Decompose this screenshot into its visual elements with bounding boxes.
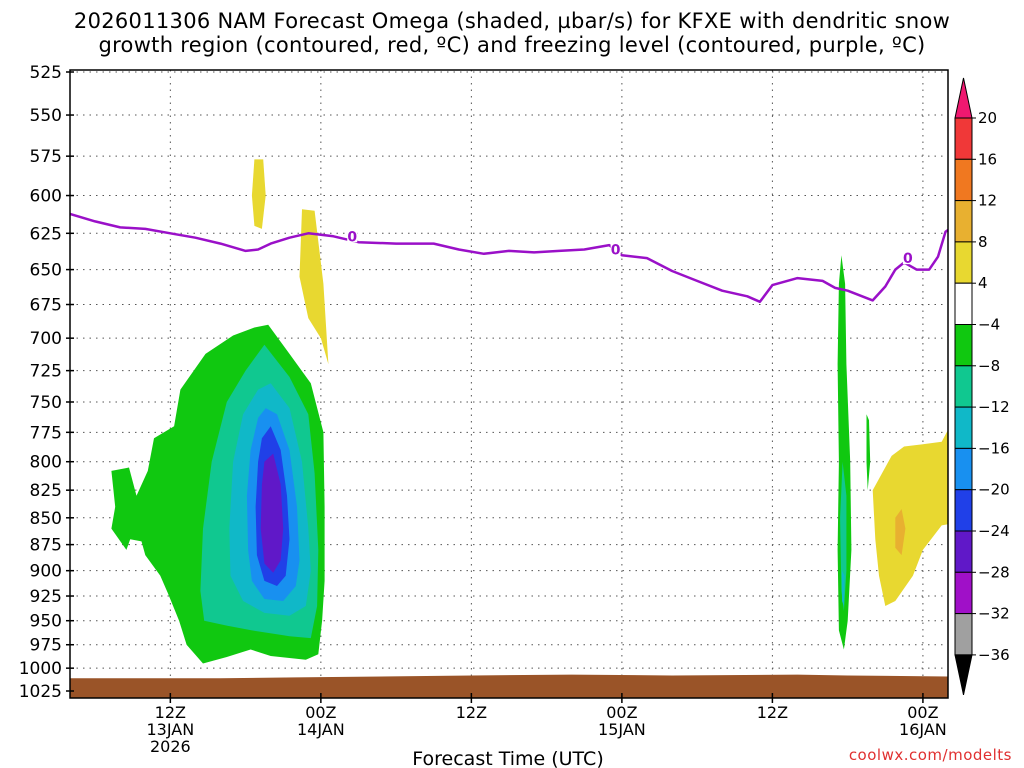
y-tick-label: 525 (30, 63, 62, 83)
freezing-level-label: 0 (903, 251, 913, 267)
colorbar-swatch (954, 282, 973, 326)
colorbar-swatch (954, 530, 973, 573)
colorbar-label: 12 (978, 192, 997, 210)
x-tick-label: 00Z (907, 703, 938, 722)
y-tick-label: 625 (30, 224, 62, 244)
omega-region (895, 509, 906, 556)
colorbar-swatch (954, 654, 973, 696)
colorbar-label: −32 (978, 605, 1010, 623)
colorbar-swatch (954, 158, 973, 202)
colorbar-label: −16 (978, 439, 1010, 457)
freezing-level-label: 0 (347, 229, 357, 245)
freezing-label-bg (902, 250, 913, 265)
ground-terrain (70, 674, 948, 698)
omega-region (842, 570, 845, 606)
omega-region (260, 453, 284, 573)
freezing-label-bg (347, 228, 358, 243)
colorbar-swatch (954, 571, 973, 615)
colorbar-swatch (954, 489, 973, 532)
colorbar-label: −20 (978, 481, 1010, 499)
colorbar-swatch (954, 447, 973, 491)
colorbar-label: −24 (978, 522, 1010, 540)
omega-region (299, 209, 329, 365)
y-tick-label: 775 (30, 423, 62, 443)
colorbar-swatch (954, 406, 973, 449)
freezing-level-label: 0 (611, 242, 621, 258)
y-tick-label: 575 (30, 147, 62, 167)
x-tick-label: 12Z (757, 703, 788, 722)
y-tick-label: 825 (30, 481, 62, 501)
colorbar-label: −4 (978, 316, 1000, 334)
omega-shading (111, 159, 948, 664)
y-tick-label: 850 (30, 509, 62, 529)
plot-frame (69, 69, 949, 699)
y-tick-label: 1000 (19, 659, 62, 679)
colorbar-swatch (954, 324, 973, 367)
chart-title-line-2: growth region (contoured, red, ºC) and f… (98, 33, 926, 57)
y-tick-label: 950 (30, 612, 62, 632)
x-axis-title: Forecast Time (UTC) (412, 748, 603, 768)
x-tick-label: 00Z (606, 703, 637, 722)
x-tick-label: 13JAN (146, 720, 194, 739)
y-tick-label: 600 (30, 187, 62, 207)
y-tick-label: 725 (30, 362, 62, 382)
y-tick-label: 975 (30, 636, 62, 656)
colorbar-label: 20 (978, 109, 997, 127)
omega-region (251, 159, 266, 229)
credit-text: coolwx.com/modelts (848, 746, 1012, 764)
colorbar-swatch (954, 241, 973, 284)
y-tick-label: 675 (30, 296, 62, 316)
colorbar-swatch (954, 117, 973, 160)
chart-title-line-1: 2026011306 NAM Forecast Omega (shaded, µ… (73, 9, 951, 33)
colorbar-label: 8 (978, 233, 988, 251)
x-tick-label: 14JAN (297, 720, 345, 739)
colorbar-swatch (954, 77, 973, 119)
colorbar-swatch (954, 200, 973, 243)
ground-fill (70, 674, 948, 698)
colorbar-label: 16 (978, 150, 997, 168)
y-tick-label: 925 (30, 587, 62, 607)
y-tick-label: 550 (30, 106, 62, 126)
x-tick-label: 00Z (305, 703, 336, 722)
colorbar-label: −12 (978, 398, 1010, 416)
colorbar: 20 16 12 8 4 −4 −8 −12 −16 −20 −24 −28 −32 −36 (954, 77, 1010, 696)
omega-region (872, 429, 948, 606)
omega-region (866, 414, 871, 491)
omega-region (840, 461, 847, 611)
colorbar-swatch (954, 613, 973, 656)
freezing-level-line (70, 212, 948, 304)
freezing-level: 0 0 0 (70, 212, 948, 304)
freezing-label-bg (610, 241, 621, 256)
y-tick-label: 750 (30, 393, 62, 413)
y-tick-label: 875 (30, 536, 62, 556)
x-tick-label: 16JAN (899, 720, 947, 739)
y-tick-label: 700 (30, 329, 62, 349)
colorbar-label: −8 (978, 357, 1000, 375)
y-tick-label: 650 (30, 261, 62, 281)
y-tick-label: 1025 (19, 682, 62, 702)
colorbar-label: −36 (978, 646, 1010, 664)
colorbar-swatch (954, 365, 973, 408)
y-axis: 525 550 575 600 625 650 675 700 725 750 775 800 825 8… (19, 63, 74, 702)
y-tick-label: 800 (30, 453, 62, 473)
x-tick-label: 2026 (150, 737, 191, 756)
x-tick-label: 12Z (155, 703, 186, 722)
y-tick-label: 900 (30, 562, 62, 582)
colorbar-label: −28 (978, 563, 1010, 581)
x-tick-label: 15JAN (598, 720, 646, 739)
x-tick-label: 12Z (456, 703, 487, 722)
gridlines (70, 70, 948, 698)
colorbar-label: 4 (978, 274, 988, 292)
